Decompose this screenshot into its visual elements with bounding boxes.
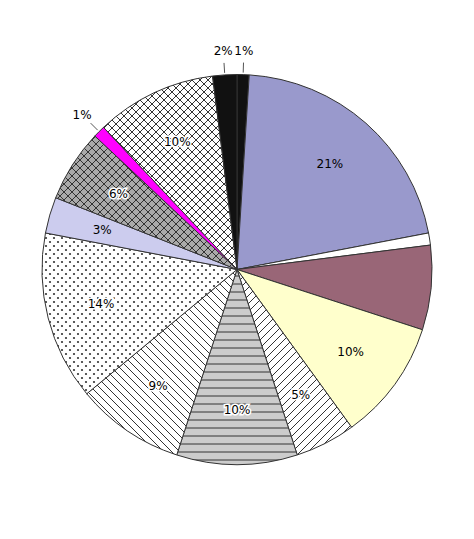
chart-container: 1% 21% 10% 5% 10% 9% 14% 3% 6% 1% 10% 2%: [0, 0, 474, 539]
data-label: 1%: [234, 44, 253, 58]
pie-slice: [213, 75, 237, 270]
leader-line: [224, 63, 226, 73]
data-label: 9%: [149, 379, 168, 393]
data-label: 3%: [93, 223, 112, 237]
data-label: 10%: [224, 403, 251, 417]
data-labels: 1% 21% 10% 5% 10% 9% 14% 3% 6% 1% 10% 2%: [73, 44, 364, 417]
data-label: 6%: [109, 187, 128, 201]
leader-line: [243, 63, 244, 73]
data-label: 14%: [88, 297, 115, 311]
data-label: 21%: [317, 157, 344, 171]
data-label: 2%: [214, 44, 233, 58]
leader-line: [91, 123, 98, 130]
data-label: 10%: [164, 135, 191, 149]
pie-chart: 1% 21% 10% 5% 10% 9% 14% 3% 6% 1% 10% 2%: [0, 0, 474, 539]
slices: [42, 75, 432, 465]
data-label: 10%: [337, 345, 364, 359]
data-label: 1%: [73, 108, 92, 122]
data-label: 5%: [291, 388, 310, 402]
